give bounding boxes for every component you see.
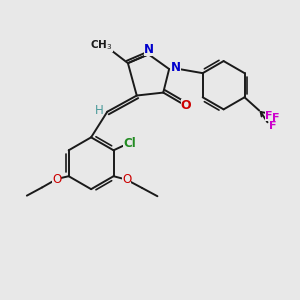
Text: Cl: Cl [123, 137, 136, 150]
Text: F: F [272, 113, 280, 124]
Text: N: N [143, 43, 154, 56]
Text: O: O [181, 99, 191, 112]
Text: F: F [269, 121, 276, 131]
Text: H: H [95, 104, 103, 117]
Text: N: N [171, 61, 181, 74]
Text: O: O [52, 172, 61, 186]
Text: O: O [122, 173, 131, 186]
Text: CH$_3$: CH$_3$ [90, 38, 112, 52]
Text: F: F [265, 111, 273, 122]
